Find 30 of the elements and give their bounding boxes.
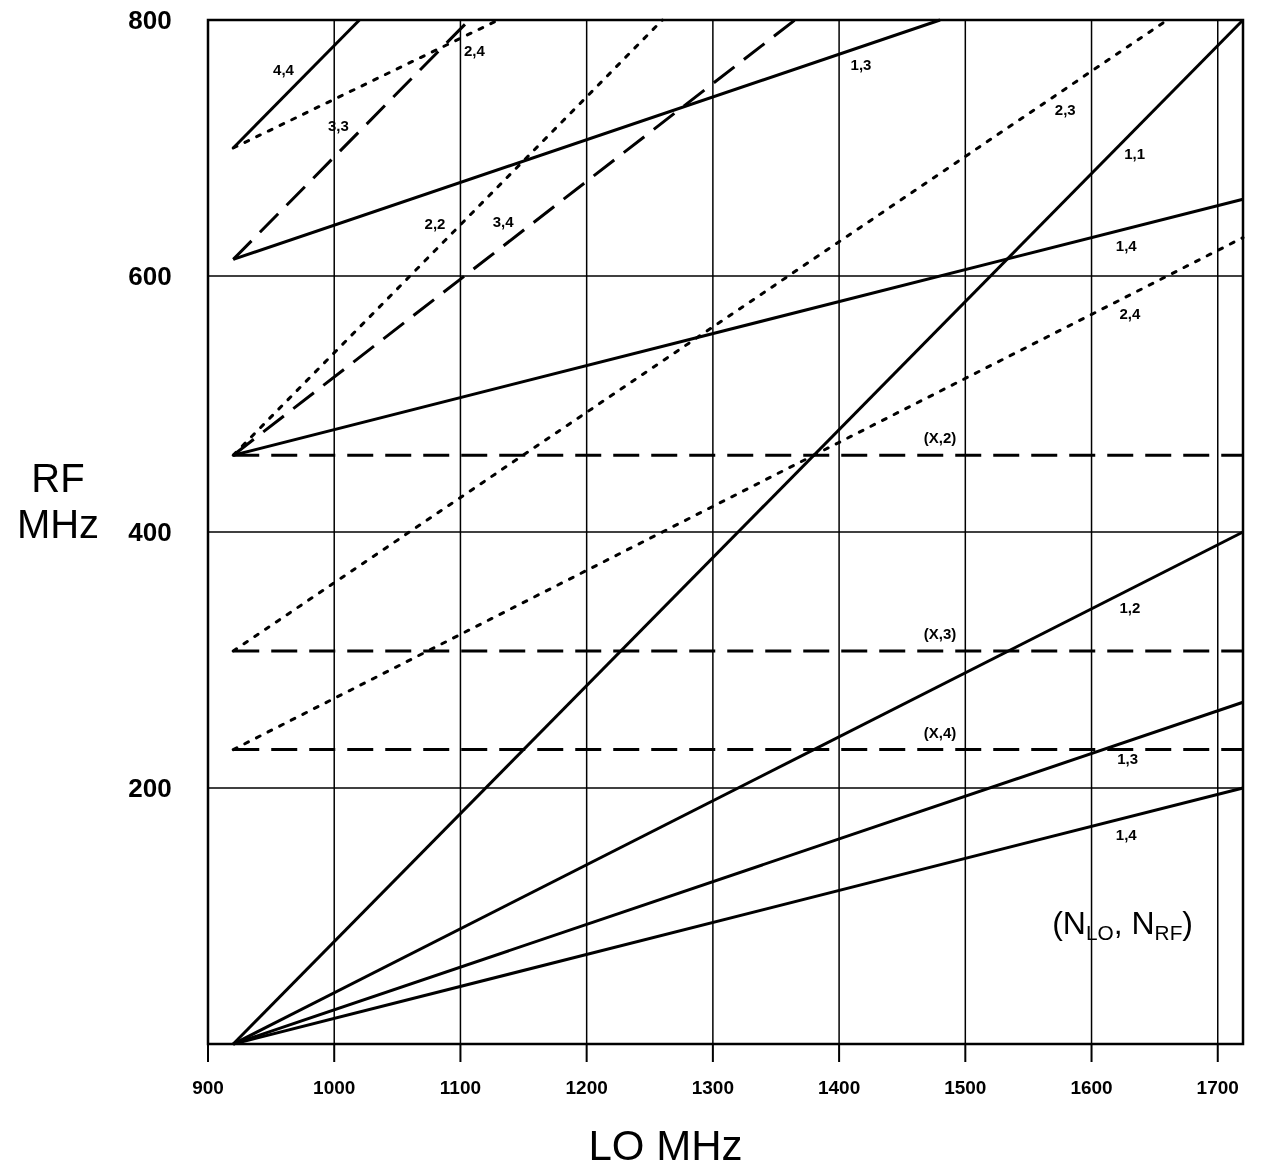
y-tick-label: 200 <box>128 773 172 803</box>
x-tick-label: 1700 <box>1196 1077 1239 1098</box>
series-label: 1,1 <box>1124 145 1146 163</box>
x-axis-title: LO MHz <box>588 1122 743 1169</box>
x-tick-label: 1200 <box>565 1077 608 1098</box>
series-label: (X,2) <box>923 429 957 447</box>
series-label: 3,4 <box>492 213 515 231</box>
series-label: (X,4) <box>923 723 957 741</box>
series-label: 2,4 <box>463 41 486 59</box>
series-label: 1,3 <box>1117 750 1139 768</box>
series-label: 1,2 <box>1119 599 1141 617</box>
x-tick-label: 1600 <box>1070 1077 1113 1098</box>
series-label: 2,4 <box>1119 305 1142 323</box>
x-tick-label: 1100 <box>439 1077 482 1098</box>
series-label: 1,4 <box>1115 237 1138 255</box>
y-axis-title: RF MHz <box>16 456 100 546</box>
x-tick-label: 1000 <box>313 1077 356 1098</box>
series-label: (X,3) <box>923 625 957 643</box>
series-label: 1,4 <box>1115 826 1138 844</box>
x-tick-label: 1500 <box>944 1077 987 1098</box>
series-label: 4,4 <box>273 61 295 79</box>
y-tick-label: 600 <box>128 261 172 291</box>
series-label: 2,3 <box>1054 100 1076 118</box>
x-tick-label: 1300 <box>691 1077 735 1098</box>
y-tick-label: 400 <box>128 517 172 547</box>
series-label: 2,2 <box>424 214 446 232</box>
x-tick-label: 1400 <box>817 1077 861 1098</box>
x-tick-label: 900 <box>192 1077 224 1098</box>
series-label: 1,3 <box>850 55 872 73</box>
y-tick-label: 800 <box>128 5 172 35</box>
